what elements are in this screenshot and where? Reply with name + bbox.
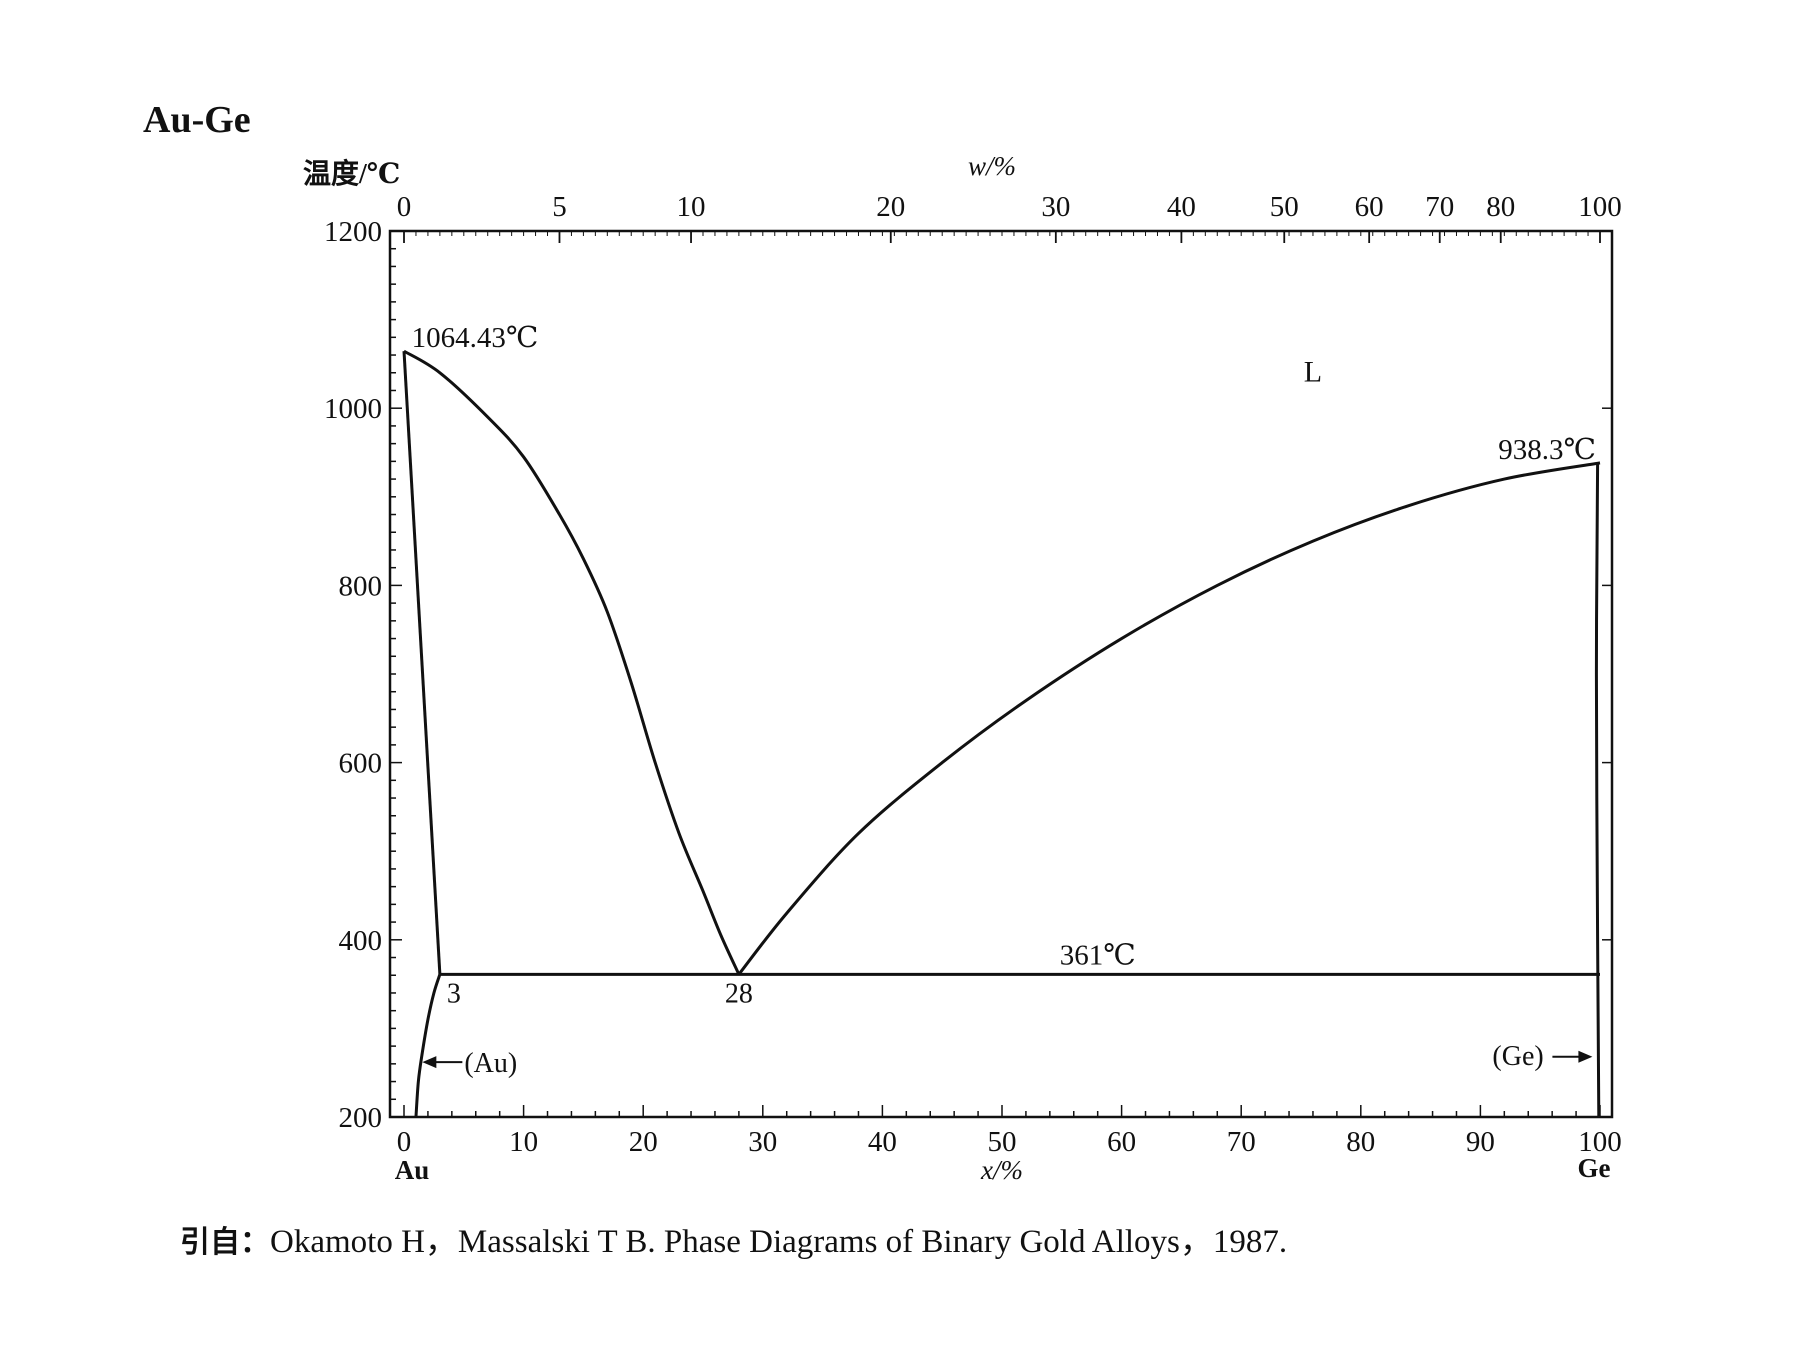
w-tick-label: 20 bbox=[876, 191, 905, 223]
curves-layer bbox=[402, 349, 1601, 1118]
w-tick-label: 5 bbox=[552, 191, 567, 223]
y-tick-label: 1000 bbox=[324, 393, 382, 425]
w-tick-label: 70 bbox=[1425, 191, 1454, 223]
y-tick-label: 200 bbox=[339, 1102, 383, 1134]
plot-frame bbox=[388, 229, 1614, 1119]
axes-layer bbox=[388, 229, 1614, 1119]
x-tick-label: 60 bbox=[1107, 1126, 1136, 1158]
x-end-label-au: Au bbox=[395, 1155, 430, 1185]
x-tick-label: 90 bbox=[1466, 1126, 1495, 1158]
y-tick-label: 400 bbox=[339, 925, 383, 957]
curve-liquidus-ge-side bbox=[737, 461, 1601, 976]
arrow-ge-head bbox=[1578, 1050, 1593, 1063]
w-axis-label: w/% bbox=[968, 151, 1016, 181]
x-tick-label: 50 bbox=[988, 1126, 1017, 1158]
x-end-label-ge: Ge bbox=[1578, 1153, 1611, 1183]
arrow-au-head bbox=[422, 1056, 437, 1069]
label-au-solubility-composition: 3 bbox=[447, 978, 461, 1009]
x-tick-label: 40 bbox=[868, 1126, 897, 1158]
label-ge-melting-point: 938.3℃ bbox=[1498, 434, 1596, 466]
x-axis-label: x/% bbox=[980, 1155, 1023, 1185]
y-axis-label: 温度/℃ bbox=[303, 158, 400, 190]
label-eutectic-composition: 28 bbox=[725, 978, 753, 1009]
w-tick-label: 80 bbox=[1486, 191, 1515, 223]
w-tick-label: 50 bbox=[1270, 191, 1299, 223]
figure-title: Au-Ge bbox=[143, 99, 251, 141]
w-tick-label: 100 bbox=[1578, 191, 1622, 223]
x-tick-label: 100 bbox=[1578, 1126, 1622, 1158]
label-au-solid-region: (Au) bbox=[464, 1048, 517, 1079]
y-tick-label: 600 bbox=[339, 748, 383, 780]
y-tick-label: 800 bbox=[339, 570, 383, 602]
x-tick-label: 20 bbox=[629, 1126, 658, 1158]
curve-liquidus-au-side bbox=[403, 349, 741, 975]
label-eutectic-temperature: 361℃ bbox=[1060, 939, 1136, 971]
x-tick-label: 80 bbox=[1346, 1126, 1375, 1158]
citation-text: Okamoto H，Massalski T B. Phase Diagrams … bbox=[270, 1224, 1288, 1260]
label-ge-solid-region: (Ge) bbox=[1492, 1041, 1543, 1072]
label-au-melting-point: 1064.43℃ bbox=[412, 322, 539, 354]
y-tick-label: 1200 bbox=[324, 216, 382, 248]
w-tick-label: 0 bbox=[397, 191, 412, 223]
w-tick-label: 60 bbox=[1355, 191, 1384, 223]
w-tick-label: 40 bbox=[1167, 191, 1196, 223]
x-tick-label: 70 bbox=[1227, 1126, 1256, 1158]
w-tick-label: 30 bbox=[1041, 191, 1070, 223]
x-tick-label: 10 bbox=[509, 1126, 538, 1158]
x-tick-label: 30 bbox=[748, 1126, 777, 1158]
curve-ge-solid bbox=[1594, 462, 1601, 1118]
x-tick-label: 0 bbox=[397, 1126, 412, 1158]
curve-solidus-au bbox=[402, 351, 442, 975]
citation: 引自：Okamoto H，Massalski T B. Phase Diagra… bbox=[180, 1214, 1287, 1262]
citation-prefix: 引自： bbox=[180, 1225, 270, 1260]
label-liquid-region: L bbox=[1304, 356, 1322, 389]
w-tick-label: 10 bbox=[677, 191, 706, 223]
curve-solvus-au bbox=[414, 973, 442, 1118]
